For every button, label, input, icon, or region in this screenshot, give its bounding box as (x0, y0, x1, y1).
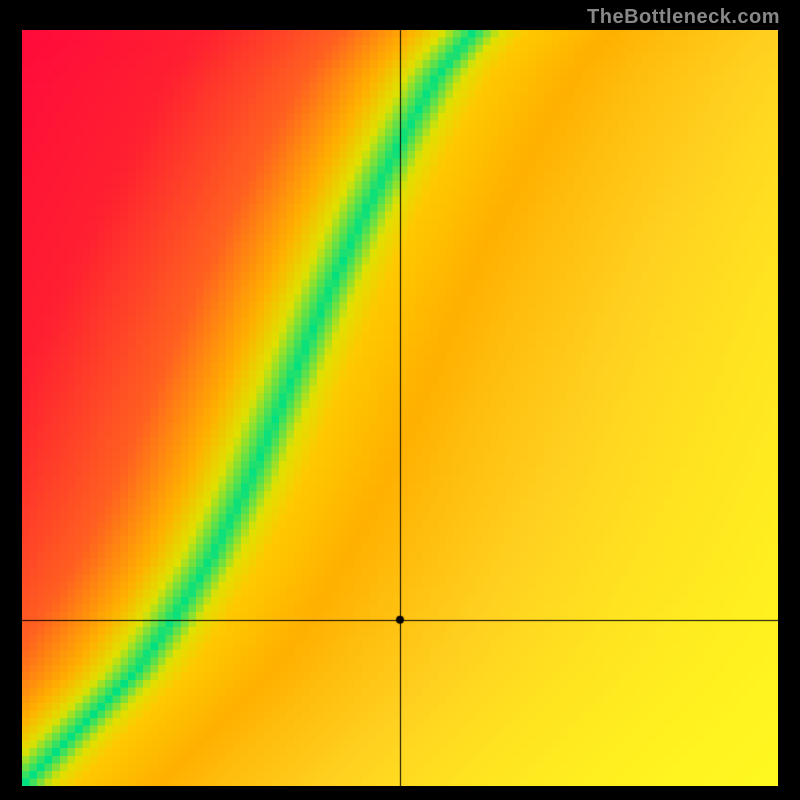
crosshair-overlay (22, 30, 778, 786)
watermark-text: TheBottleneck.com (587, 6, 780, 29)
chart-container: { "watermark": { "text": "TheBottleneck.… (0, 0, 800, 800)
